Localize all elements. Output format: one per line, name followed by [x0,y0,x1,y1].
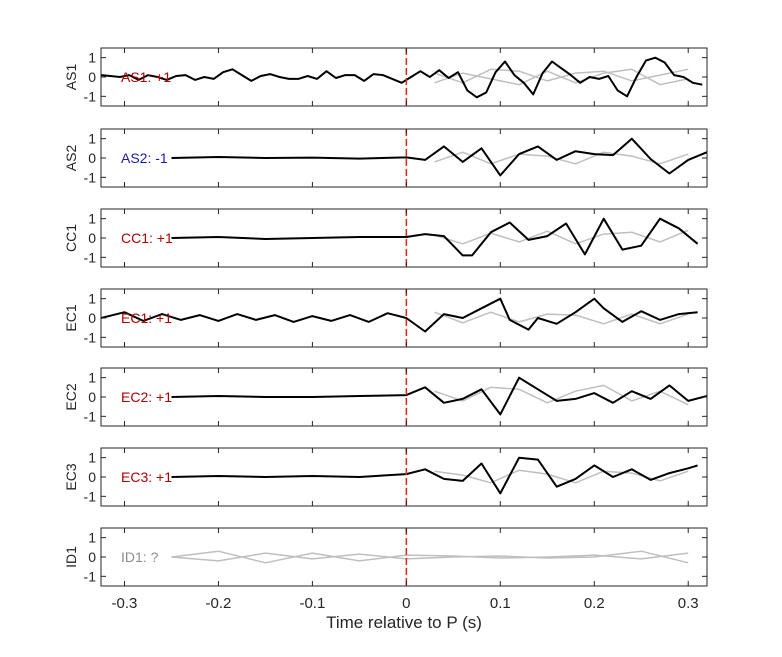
panel-annotation: EC2: +1 [121,389,172,405]
trace-as1 [101,56,703,99]
ytick-label: 0 [88,69,96,85]
ytick-label: 1 [88,50,96,66]
panel-ylabel: EC1 [63,304,79,331]
panel-ylabel: EC2 [63,383,79,410]
ytick-label: 0 [88,469,96,485]
panel-annotation: AS1: +1 [121,69,171,85]
background-trace-id1-0 [171,550,689,564]
xtick-label: -0.2 [206,595,232,612]
panel-annotation: CC1: +1 [121,230,173,246]
xtick-label: -0.1 [299,595,325,612]
background-trace-as1-2 [434,68,689,86]
ytick-label: -1 [84,249,97,265]
ytick-label: -1 [84,88,97,104]
panel-annotation: EC3: +1 [121,469,172,485]
x-axis-label: Time relative to P (s) [326,613,482,632]
panel-ylabel: AS2 [63,145,79,172]
trace-ec1 [101,297,698,333]
ytick-label: 1 [88,211,96,227]
xtick-label: 0.3 [678,595,699,612]
ytick-label: 1 [88,530,96,546]
xtick-label: -0.3 [112,595,138,612]
xtick-label: 0 [402,595,410,612]
xtick-label: 0.2 [584,595,605,612]
ytick-label: 0 [88,230,96,246]
ytick-label: 1 [88,450,96,466]
ytick-label: 1 [88,291,96,307]
trace-cc1 [171,217,699,257]
ytick-label: -1 [84,408,97,424]
ytick-label: 0 [88,310,96,326]
ytick-label: 1 [88,131,96,147]
ytick-label: -1 [84,329,97,345]
trace-ec3 [171,456,698,495]
trace-ec2 [171,376,707,416]
panel-frame-as1 [100,47,708,107]
background-trace-cc1-1 [434,229,689,245]
ytick-label: -1 [84,488,97,504]
ytick-label: 0 [88,389,96,405]
panel-ylabel: EC3 [63,463,79,490]
ytick-label: -1 [84,169,97,185]
panel-ylabel: ID1 [63,546,79,568]
xtick-label: 0.1 [490,595,511,612]
ytick-label: 1 [88,370,96,386]
panel-annotation: ID1: ? [121,549,159,565]
panel-annotation: AS2: -1 [121,150,168,166]
trace-as2 [171,137,707,177]
background-trace-as1-1 [434,68,689,84]
ytick-label: 0 [88,150,96,166]
background-trace-ec2-1 [434,384,689,406]
background-trace-as2-1 [434,151,689,165]
panel-ylabel: CC1 [63,224,79,252]
panel-ylabel: AS1 [63,64,79,91]
ytick-label: -1 [84,568,97,584]
ytick-label: 0 [88,549,96,565]
background-trace-ec1-1 [434,311,689,325]
panel-annotation: EC1: +1 [121,310,172,326]
